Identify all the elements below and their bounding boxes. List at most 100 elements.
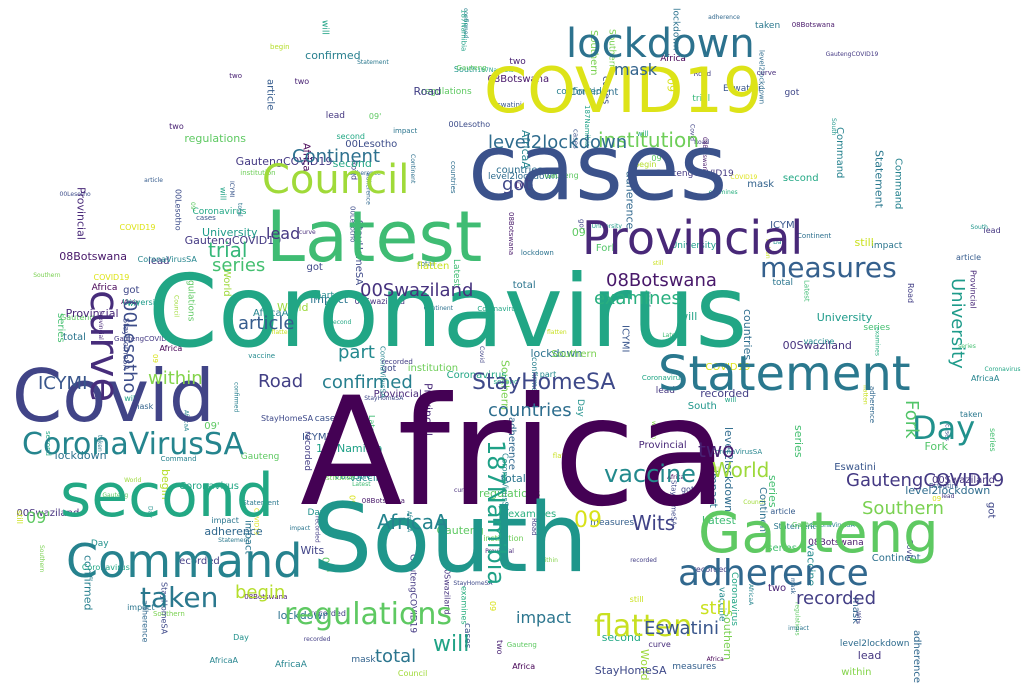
cloud-word-small: Coronavirus [446,370,507,382]
cloud-word-small: 09' [651,153,664,163]
cloud-word-small: impact [788,624,809,632]
cloud-word-small: institution [240,168,276,177]
cloud-word-small: Africa [667,473,685,481]
cloud-word-small: second [43,430,52,456]
cloud-word: Road [258,371,304,392]
cloud-word-small: StayHomeSA [364,394,404,402]
cloud-word-small: Latest [367,414,377,440]
cloud-word-small: cases [943,424,951,442]
cloud-word-small: lockdown [670,7,681,51]
cloud-word-small: GautengCOVID19 [184,233,282,247]
cloud-word-small: article [770,506,796,516]
cloud-word-small: lead [857,648,882,662]
cloud-word-small: two [495,640,505,656]
cloud-word-small: Africa [121,299,139,307]
cloud-word-small: 00Lesotho [345,139,398,151]
cloud-word-small: ICYMI [619,325,631,353]
cloud-word: begin [235,582,286,603]
cloud-word: examines [594,288,681,309]
cloud-word-small: mask [789,577,797,594]
cloud-word: got [502,174,532,195]
cloud-word: will [433,632,470,657]
cloud-word-small: institution [319,474,355,483]
cloud-word-small: 08Botswana [791,21,835,30]
cloud-word-small: Latest [802,280,811,302]
cloud-word-small: Southern [152,610,185,619]
cloud-word-small: two [767,582,787,594]
cloud-word-small: series [958,342,976,350]
cloud-word-small: flatten [552,451,576,460]
cloud-word-small: AfricaA [209,656,238,666]
cloud-word-small: lead [643,291,652,307]
cloud-word-small: 00Swaziland [442,563,452,614]
cloud-word-small: Provincial [968,269,978,309]
cloud-word-small: Day [233,633,249,643]
cloud-word-small: vaccine [334,471,373,483]
cloud-word: 00Lesotho [119,300,140,394]
cloud-word-small: 09 [932,494,942,503]
cloud-word: series [212,255,266,276]
cloud-word-small: regulations [793,602,801,636]
cloud-word-small: Provincial [65,306,119,320]
cloud-word-small: series [767,542,797,554]
cloud-word-small: Southern [721,610,735,661]
cloud-word-small: lead [148,256,170,268]
cloud-word-small: begin [634,159,657,169]
cloud-word: University [947,278,968,369]
cloud-word-small: 09 [487,601,497,612]
cloud-word-small: will [319,20,330,36]
cloud-word-small: 08Botswana [700,136,708,174]
cloud-word-small: Fork [595,242,618,254]
cloud-word-small: mask [747,178,775,190]
cloud-word-small: second [336,132,365,142]
cloud-word-small: Coronavirus [192,207,247,218]
cloud-word-small: vaccine [804,544,818,587]
cloud-word-small: impact [127,602,155,612]
cloud-word-small: recorded [175,555,220,567]
cloud-word-small: ICYMI [302,431,330,443]
cloud-word-small: Latest [450,258,461,287]
cloud-word-small: got [985,502,997,519]
cloud-word-small: flatten [416,261,450,273]
cloud-word-small: COVID19 [730,173,758,181]
cloud-word-small: Day [773,238,785,246]
cloud-word-small: article [955,253,982,263]
cloud-word-small: total [500,472,526,486]
cloud-word-small: series [765,475,779,508]
cloud-word-small: GautengCOVID19 [654,168,734,179]
cloud-word-small: Eswatini [928,481,959,490]
cloud-word-small: Coronavirus [984,365,1021,373]
cloud-word-small: within [650,421,658,440]
cloud-word-small: confirmed [530,356,540,397]
cloud-word-small: examines [459,586,469,625]
cloud-word-small: curve [648,640,671,650]
cloud-word-small: flatten [547,329,567,337]
cloud-word-small: 00Swaziland [16,507,80,519]
cloud-word-small: Gauteng [436,523,484,537]
cloud-word: Wits [632,511,676,535]
cloud-word-small: Southern [606,28,617,70]
cloud-word-small: StayHomeSA [353,219,365,285]
cloud-word-small: 09' [204,421,220,433]
cloud-word-small: Africa [159,344,183,354]
cloud-word-small: vaccine [716,587,727,622]
cloud-word-small: regulations [478,487,541,501]
cloud-word-small: recorded [381,357,413,366]
cloud-word-small: GautengCOVID19 [825,50,879,58]
cloud-word-small: GautengCOVID19 [407,553,418,633]
cloud-word-small: 09' [188,201,196,212]
cloud-word-small: still [629,594,644,604]
cloud-word-small: curve [756,68,777,77]
cloud-word-small: CoronaVirusSA [137,255,197,265]
cloud-word-small: flatten [763,239,771,260]
cloud-word: measures [760,251,897,284]
cloud-word-small: Continent [423,305,454,313]
cloud-word-small: will [636,130,649,139]
cloud-word-small: regulations [421,87,472,98]
cloud-word: StayHomeSA [472,370,616,395]
cloud-word-small: Council [743,498,766,506]
cloud-word-small: South [453,64,478,74]
cloud-word: 00Swaziland [360,280,474,301]
cloud-word-small: flatten [271,329,292,337]
cloud-word-small: level2lockdown [722,427,736,513]
